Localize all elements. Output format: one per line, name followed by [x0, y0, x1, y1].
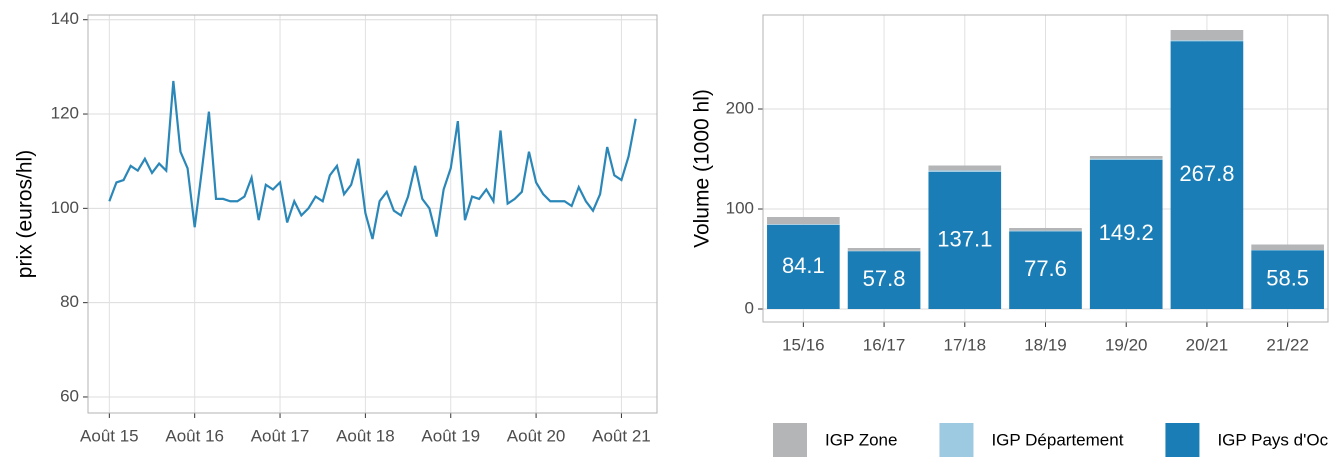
- bar-segment: [1170, 40, 1244, 42]
- bar-segment: [1170, 41, 1244, 309]
- y-tick-label: 200: [726, 98, 754, 117]
- panel-border: [87, 14, 658, 414]
- bar-segment: [1251, 250, 1324, 309]
- x-tick-label: Août 20: [507, 426, 566, 445]
- y-tick-label: 100: [726, 198, 754, 217]
- y-tick-label: 140: [51, 9, 79, 28]
- bar-segment: [767, 224, 840, 309]
- y-tick-label: 60: [60, 386, 79, 405]
- bar-segment: [1170, 30, 1244, 41]
- x-tick-label: Août 17: [251, 426, 310, 445]
- legend-label: IGP Département: [991, 430, 1123, 449]
- price-line: [108, 80, 637, 240]
- x-tick-label: 16/17: [863, 335, 906, 354]
- bar-segment: [767, 224, 840, 225]
- bar-label: 137.1: [937, 226, 992, 251]
- x-tick-label: Août 15: [80, 426, 139, 445]
- legend-label: IGP Pays d'Oc: [1217, 430, 1328, 449]
- bar-segment: [1009, 228, 1082, 231]
- y-tick-label: 120: [51, 104, 79, 123]
- bar-label: 77.6: [1024, 256, 1067, 281]
- x-tick-label: 17/18: [944, 335, 987, 354]
- bar-segment: [1251, 250, 1324, 251]
- bar-segment: [847, 248, 921, 251]
- bar-label: 58.5: [1266, 266, 1309, 291]
- x-tick-label: 20/21: [1186, 335, 1229, 354]
- y-tick-label: 100: [51, 198, 79, 217]
- bar-segment: [1009, 231, 1082, 309]
- y-tick-label: 0: [745, 298, 754, 317]
- x-tick-label: 18/19: [1024, 335, 1067, 354]
- bar-segment: [1089, 156, 1163, 159]
- legend-swatch: [773, 423, 807, 457]
- bar-segment: [1009, 230, 1082, 232]
- bar-segment: [847, 250, 921, 252]
- bar-label: 267.8: [1179, 161, 1234, 186]
- y-axis-title: prix (euros/hl): [14, 150, 37, 278]
- panel-border: [762, 14, 1329, 323]
- x-tick-label: Août 21: [592, 426, 651, 445]
- bar-segment: [1251, 244, 1324, 250]
- x-tick-label: Août 16: [165, 426, 224, 445]
- x-tick-label: Août 19: [421, 426, 480, 445]
- bar-segment: [928, 165, 1002, 171]
- bar-segment: [767, 217, 840, 225]
- y-tick-label: 80: [60, 292, 79, 311]
- x-tick-label: 19/20: [1105, 335, 1148, 354]
- bar-label: 57.8: [863, 266, 906, 291]
- bar-label: 149.2: [1099, 220, 1154, 245]
- x-tick-label: Août 18: [336, 426, 395, 445]
- bar-segment: [1089, 158, 1163, 160]
- bar-label: 84.1: [782, 253, 825, 278]
- legend-swatch: [1165, 423, 1200, 457]
- bar-segment: [928, 170, 1002, 172]
- bar-segment: [847, 251, 921, 309]
- x-tick-label: 21/22: [1266, 335, 1309, 354]
- y-axis-title: Volume (1000 hl): [691, 89, 714, 248]
- bar-segment: [928, 171, 1002, 309]
- x-tick-label: 15/16: [782, 335, 825, 354]
- bar-segment: [1089, 159, 1163, 309]
- legend-swatch: [939, 423, 974, 457]
- legend-label: IGP Zone: [825, 430, 897, 449]
